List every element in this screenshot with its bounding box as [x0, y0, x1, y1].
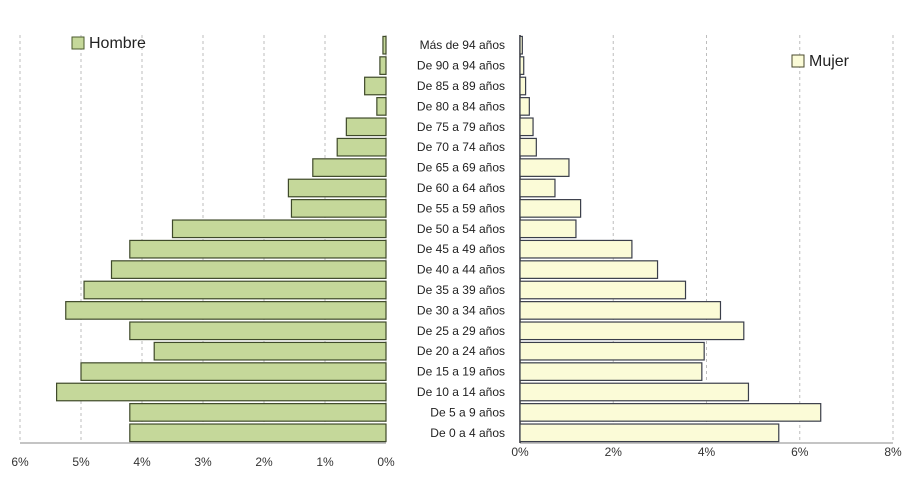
age-group-label: De 90 a 94 años: [417, 59, 505, 73]
male-bar: [379, 56, 387, 75]
female-x-tick-label: 2%: [605, 445, 623, 459]
female-panel: 0% 2% 4% 6% 8%: [511, 35, 902, 459]
female-bar: [519, 280, 687, 300]
female-bar: [519, 321, 745, 341]
male-bar: [129, 423, 387, 443]
male-bar: [110, 260, 387, 279]
female-bar: [519, 178, 556, 198]
male-bar: [364, 76, 387, 96]
male-x-tick-label: 1%: [316, 455, 334, 469]
legend-female-swatch: [791, 54, 805, 68]
legend-male-swatch: [71, 36, 85, 50]
female-bar: [519, 117, 534, 137]
female-x-tick-label: 8%: [884, 445, 902, 459]
age-group-label: De 40 a 44 años: [417, 263, 505, 277]
male-bar: [382, 35, 387, 55]
female-x-tick-label: 4%: [698, 445, 716, 459]
male-x-tick-label: 5%: [72, 455, 90, 469]
female-bar: [519, 76, 527, 96]
legend-male[interactable]: Hombre: [71, 35, 146, 52]
male-bar: [287, 178, 387, 198]
female-bar: [519, 260, 659, 279]
male-bar: [153, 341, 387, 361]
age-group-label: De 50 a 54 años: [417, 222, 505, 236]
male-x-tick-label: 2%: [255, 455, 273, 469]
male-bar: [376, 97, 387, 116]
age-group-label: De 10 a 14 años: [417, 385, 505, 399]
age-group-label: De 80 a 84 años: [417, 99, 505, 113]
age-group-label: De 55 a 59 años: [417, 201, 505, 215]
male-x-tick-label: 4%: [133, 455, 151, 469]
female-bar: [519, 219, 577, 239]
female-bar: [519, 341, 705, 361]
age-group-label: De 60 a 64 años: [417, 181, 505, 195]
female-bar: [519, 362, 703, 381]
age-group-label: De 85 a 89 años: [417, 79, 505, 93]
male-bar: [83, 280, 387, 300]
male-bar: [65, 301, 387, 320]
age-group-label: De 35 a 39 años: [417, 283, 505, 297]
female-bar: [519, 301, 722, 320]
age-group-labels: Más de 94 años De 90 a 94 años De 85 a 89 …: [417, 38, 505, 440]
male-x-tick-label: 0%: [377, 455, 395, 469]
legend-female-label: Mujer: [809, 53, 850, 70]
male-bar: [336, 137, 387, 157]
male-bar: [345, 117, 387, 137]
female-bar: [519, 239, 633, 259]
male-x-tick-label: 6%: [11, 455, 29, 469]
age-group-label: De 75 a 79 años: [417, 120, 505, 134]
female-bar: [519, 97, 530, 116]
male-bar: [55, 382, 387, 402]
female-bar: [519, 382, 750, 402]
male-x-tick-label: 3%: [194, 455, 212, 469]
male-bar: [290, 199, 387, 218]
female-bar: [519, 56, 525, 75]
female-bar: [519, 137, 537, 157]
age-group-label: De 25 a 29 años: [417, 324, 505, 338]
female-bar: [519, 403, 822, 422]
male-bar: [171, 219, 387, 239]
age-group-label: Más de 94 años: [420, 38, 505, 52]
female-x-tick-label: 6%: [791, 445, 809, 459]
male-panel: 6% 5% 4% 3% 2% 1% 0%: [11, 35, 395, 469]
male-bar: [129, 403, 387, 422]
male-bar: [312, 158, 387, 177]
female-x-tick-label: 0%: [511, 445, 529, 459]
age-group-label: De 70 a 74 años: [417, 140, 505, 154]
age-group-label: De 30 a 34 años: [417, 303, 505, 317]
male-bar: [129, 239, 387, 259]
age-group-label: De 20 a 24 años: [417, 344, 505, 358]
female-bar: [519, 158, 570, 177]
female-bar: [519, 423, 780, 443]
legend-female[interactable]: Mujer: [791, 53, 850, 70]
female-bar: [519, 199, 582, 218]
age-group-label: De 5 a 9 años: [430, 405, 505, 419]
male-bar: [80, 362, 387, 381]
legend-male-label: Hombre: [89, 35, 146, 52]
age-group-label: De 65 a 69 años: [417, 161, 505, 175]
male-bar: [129, 321, 387, 341]
age-group-label: De 45 a 49 años: [417, 242, 505, 256]
female-bar: [519, 35, 523, 55]
age-group-label: De 0 a 4 años: [430, 426, 505, 440]
age-group-label: De 15 a 19 años: [417, 365, 505, 379]
